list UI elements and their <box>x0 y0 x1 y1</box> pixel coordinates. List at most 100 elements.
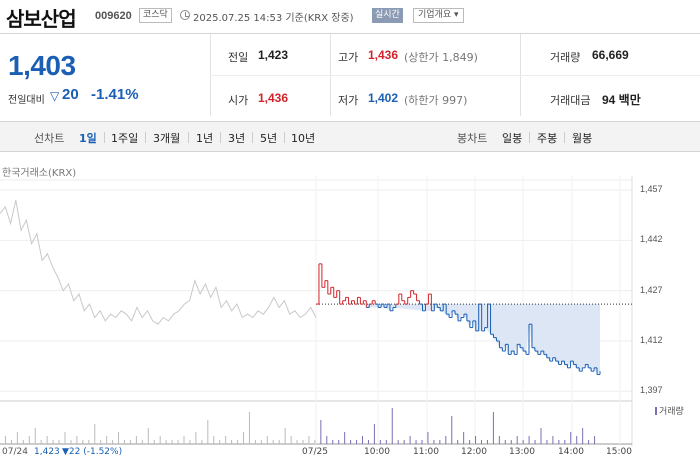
tab-10years[interactable]: 10년 <box>291 132 316 145</box>
volume-bar <box>546 440 548 444</box>
volume-bar <box>558 440 560 444</box>
volume-bar <box>344 432 346 444</box>
volume-bar <box>177 440 179 444</box>
volume-bar <box>118 432 120 444</box>
y-tick-label: 1,427 <box>640 284 663 295</box>
amount-value: 94 백만 <box>602 93 641 107</box>
volume-bar <box>534 440 536 444</box>
tab-1year[interactable]: 1년 <box>196 132 214 145</box>
volume-bar <box>70 440 72 444</box>
high-value: 1,436 <box>368 48 399 62</box>
x-tick-label: 07/25 <box>302 447 328 457</box>
stock-header: 삼보산업 009620 코스닥 2025.07.25 14:53 기준(KRX … <box>0 0 700 32</box>
volume-bar <box>112 440 114 444</box>
volume-bar <box>52 440 54 444</box>
volume-bar <box>367 440 369 444</box>
volume-bar <box>248 412 250 444</box>
tab-3years[interactable]: 3년 <box>228 132 246 145</box>
volume-bar <box>278 440 280 444</box>
chart-tabbar: 선차트 1일 1주일 3개월 1년 3년 5년 10년 봉차트 일봉 주봉 월봉 <box>0 121 700 152</box>
volume-bar <box>302 440 304 444</box>
volume-bar <box>475 436 477 444</box>
volume-label: 거래량 <box>550 51 581 64</box>
timestamp: 2025.07.25 14:53 기준(KRX 장중) <box>193 13 354 24</box>
tab-weekly[interactable]: 주봉 <box>537 132 558 145</box>
volume-bar <box>421 440 423 444</box>
tab-1day[interactable]: 1일 <box>79 132 97 145</box>
change-percent: -1.41% <box>91 86 139 103</box>
open-label: 시가 <box>228 94 249 107</box>
open-value: 1,436 <box>258 91 289 105</box>
volume-bar <box>379 440 381 444</box>
volume-bar <box>314 440 316 444</box>
volume-bar <box>106 436 108 444</box>
company-overview-button[interactable]: 기업개요 ▾ <box>413 8 464 23</box>
data-source: 한국거래소(KRX) <box>2 168 77 179</box>
volume-bars <box>5 408 596 444</box>
volume-bar <box>427 432 429 444</box>
volume-bar <box>356 440 358 444</box>
current-price: 1,403 <box>8 50 76 81</box>
divider <box>220 132 221 143</box>
volume-bar <box>564 440 566 444</box>
volume-bar <box>171 440 173 444</box>
volume-bar <box>326 436 328 444</box>
volume-bar <box>260 440 262 444</box>
volume-bar <box>516 436 518 444</box>
volume-bar <box>504 440 506 444</box>
volume-bar <box>213 436 215 444</box>
line-chart-label: 선차트 <box>34 132 65 145</box>
volume-bar <box>391 408 393 444</box>
down-triangle-icon: ▽ <box>50 89 60 103</box>
volume-bar <box>183 436 185 444</box>
volume-bar <box>159 436 161 444</box>
change-label: 전일대비 <box>8 95 45 106</box>
volume-bar <box>201 440 203 444</box>
tab-monthly[interactable]: 월봉 <box>572 132 593 145</box>
volume-bar <box>28 436 30 444</box>
divider <box>0 33 700 34</box>
volume-bar <box>481 440 482 444</box>
volume-bar <box>189 440 191 444</box>
volume-bar <box>22 440 24 444</box>
volume-bar <box>308 436 310 444</box>
volume-bar <box>46 436 48 444</box>
x-tick-label: 14:00 <box>558 447 584 457</box>
volume-bar <box>552 436 554 444</box>
volume-bar <box>5 436 6 444</box>
footer-prev-close: 1,423 <box>34 447 60 457</box>
volume-bar <box>570 432 572 444</box>
amount-label: 거래대금 <box>550 94 591 107</box>
volume-bar <box>237 440 239 444</box>
volume-bar <box>540 428 542 444</box>
clock-icon <box>180 10 190 20</box>
x-tick-label: 15:00 <box>606 447 632 457</box>
volume-bar <box>231 440 233 444</box>
market-badge: 코스닥 <box>139 8 172 23</box>
volume-bar <box>207 420 209 444</box>
tab-5years[interactable]: 5년 <box>260 132 278 145</box>
y-tick-label: 1,442 <box>640 234 663 245</box>
volume-bar <box>588 440 590 444</box>
candle-chart-label: 봉차트 <box>457 132 488 145</box>
divider <box>210 75 700 76</box>
tab-1week[interactable]: 1주일 <box>111 132 139 145</box>
volume-bar <box>415 440 417 444</box>
lower-limit: (하한가 997) <box>404 94 468 107</box>
volume-bar <box>594 436 596 444</box>
tab-daily[interactable]: 일봉 <box>502 132 523 145</box>
volume-bar <box>576 436 578 444</box>
price-chart[interactable] <box>0 176 700 465</box>
prev-close-value: 1,423 <box>258 48 289 62</box>
volume-bar <box>457 440 459 444</box>
volume-bar <box>16 432 18 444</box>
volume-bar <box>498 436 500 444</box>
volume-value: 66,669 <box>592 48 629 62</box>
footer-prev-change: ▼22 (-1.52%) <box>62 447 123 457</box>
volume-bar <box>243 432 244 444</box>
volume-legend: 거래량 <box>655 404 684 417</box>
realtime-button[interactable]: 실시간 <box>372 8 403 23</box>
low-label: 저가 <box>338 94 359 107</box>
low-value: 1,402 <box>368 91 399 105</box>
tab-3months[interactable]: 3개월 <box>153 132 181 145</box>
